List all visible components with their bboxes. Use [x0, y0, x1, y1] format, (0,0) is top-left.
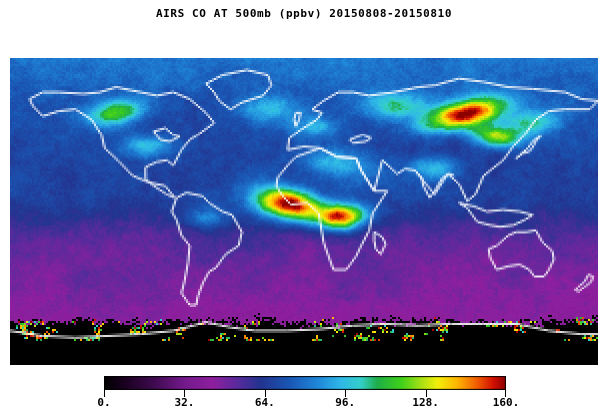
colorbar-tick: [425, 390, 427, 397]
colorbar-tick: [184, 390, 186, 397]
colorbar-tick: [505, 390, 506, 397]
page-title: AIRS CO AT 500mb (ppbv) 20150808-2015081…: [155, 7, 453, 20]
colorbar-tick-label: 64.: [254, 396, 275, 409]
co-heatmap-canvas: [10, 58, 598, 365]
colorbar-gradient: [104, 376, 506, 390]
colorbar-ticks: [104, 390, 506, 397]
colorbar-tick-label: 128.: [412, 396, 439, 409]
colorbar: [104, 376, 506, 390]
colorbar-tick-label: 160.: [492, 396, 520, 409]
colorbar-tick-labels: 0. 32. 64. 96. 128. 160.: [97, 396, 519, 412]
colorbar-tick: [104, 390, 105, 397]
map-panel: [10, 58, 598, 365]
colorbar-tick-label: 32.: [174, 396, 195, 409]
colorbar-tick-label: 0.: [97, 396, 111, 409]
colorbar-tick-label: 96.: [335, 396, 356, 409]
colorbar-tick: [264, 390, 266, 397]
colorbar-tick: [345, 390, 347, 397]
